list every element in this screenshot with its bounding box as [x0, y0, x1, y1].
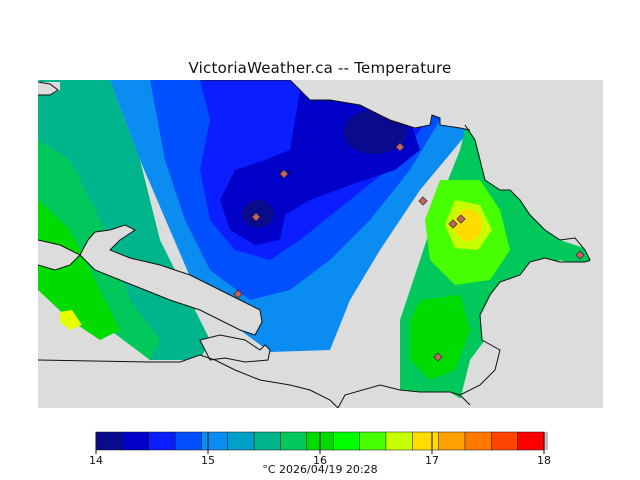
- legend-swatch: [227, 431, 255, 451]
- legend-swatch: [332, 431, 361, 451]
- water-bodies: [38, 80, 603, 408]
- station-marker[interactable]: [575, 250, 585, 260]
- legend-swatch: [122, 431, 150, 451]
- legend-swatch: [174, 431, 202, 451]
- legend-swatch: [148, 431, 176, 451]
- station-marker[interactable]: [456, 214, 466, 224]
- color-legend: 14 15 16 17 18: [89, 431, 551, 467]
- weather-stations: [233, 142, 585, 362]
- legend-swatch: [201, 431, 229, 451]
- station-marker[interactable]: [395, 142, 405, 152]
- legend-swatch: [491, 431, 519, 451]
- legend-swatch: [411, 431, 440, 451]
- station-marker[interactable]: [233, 289, 243, 299]
- legend-swatch: [280, 431, 308, 451]
- legend-swatch: [464, 431, 492, 451]
- station-marker[interactable]: [448, 219, 458, 229]
- legend-swatch: [95, 431, 123, 451]
- legend-tick-label: 18: [537, 454, 551, 467]
- map-title: VictoriaWeather.ca -- Temperature: [188, 59, 452, 77]
- legend-tick-label: 14: [89, 454, 103, 467]
- legend-swatch: [359, 431, 387, 451]
- legend-swatch: [253, 431, 282, 451]
- coastline: [38, 80, 591, 408]
- map-area: [38, 80, 603, 408]
- legend-caption: °C 2026/04/19 20:28: [262, 463, 378, 476]
- legend-tick-label: 17: [425, 454, 439, 467]
- legend-swatch: [517, 431, 545, 451]
- legend-tick-label: 16: [313, 454, 327, 467]
- station-marker[interactable]: [433, 352, 443, 362]
- station-marker[interactable]: [279, 169, 289, 179]
- station-marker[interactable]: [251, 212, 261, 222]
- station-marker[interactable]: [418, 196, 428, 206]
- legend-swatch: [385, 431, 413, 451]
- legend-tick-label: 15: [201, 454, 215, 467]
- legend-swatch: [438, 431, 466, 451]
